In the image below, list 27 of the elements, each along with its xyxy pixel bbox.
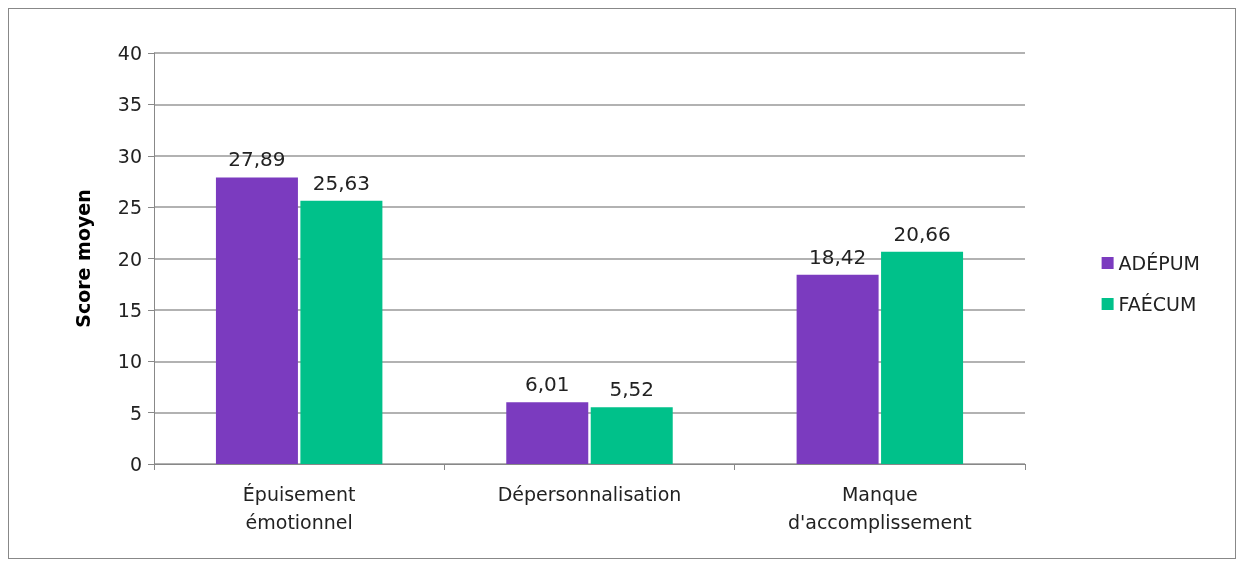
- y-tick-label: 5: [129, 401, 142, 424]
- data-label: 20,66: [893, 221, 951, 246]
- y-tick-label: 10: [117, 350, 142, 373]
- y-tick-label: 35: [117, 93, 142, 116]
- bar: [881, 251, 964, 464]
- data-label: 5,52: [609, 377, 654, 402]
- bar: [215, 177, 298, 464]
- data-label: 18,42: [808, 244, 867, 269]
- data-label: 27,89: [228, 147, 286, 172]
- x-tick-label: Épuisement émotionnel: [242, 483, 356, 533]
- x-tick-label: Dépersonnalisation: [497, 483, 682, 505]
- x-tick-label: Manque d'accomplissement: [787, 483, 972, 533]
- legend-label: ADÉPUM: [1118, 252, 1200, 274]
- bar: [506, 402, 589, 464]
- bar: [300, 200, 383, 464]
- data-label: 25,63: [312, 170, 371, 195]
- y-tick-label: 40: [117, 42, 142, 64]
- bar: [590, 407, 673, 464]
- legend-label: FAÉCUM: [1118, 293, 1197, 315]
- y-tick-label: 20: [117, 247, 142, 270]
- y-tick-label: 30: [117, 144, 142, 167]
- y-tick-label: 15: [117, 298, 142, 321]
- y-tick-label: 25: [117, 196, 142, 219]
- y-axis-title: Score moyen: [71, 189, 94, 328]
- y-tick-label: 0: [129, 453, 142, 475]
- data-label: 6,01: [525, 372, 570, 397]
- bar: [796, 274, 879, 464]
